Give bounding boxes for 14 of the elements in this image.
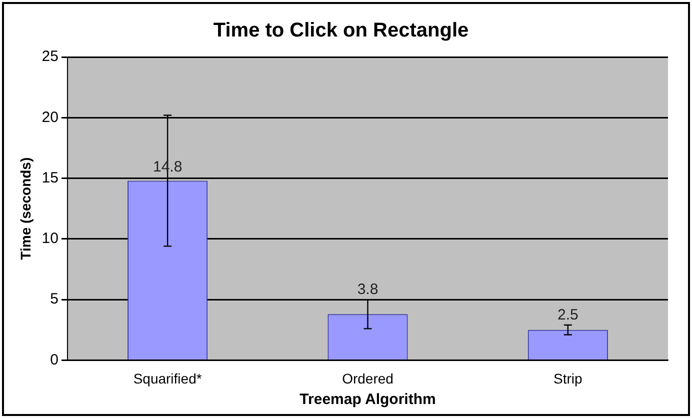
y-tick-label: 15 bbox=[42, 169, 58, 186]
chart-title: Time to Click on Rectangle bbox=[213, 20, 469, 42]
y-tick-label: 20 bbox=[42, 108, 58, 126]
y-tick-label: 5 bbox=[50, 290, 58, 308]
y-tick-label: 25 bbox=[42, 48, 58, 66]
y-tick-label: 0 bbox=[50, 351, 58, 368]
x-tick-label: Ordered bbox=[342, 370, 394, 386]
x-tick-label: Strip bbox=[554, 370, 583, 386]
y-axis-title: Time (seconds) bbox=[17, 157, 34, 260]
x-tick-label: Squarified* bbox=[133, 370, 202, 386]
y-tick-label: 10 bbox=[42, 230, 58, 248]
data-label: 2.5 bbox=[557, 306, 578, 324]
data-label: 3.8 bbox=[357, 281, 378, 298]
x-axis-title: Treemap Algorithm bbox=[300, 391, 436, 408]
